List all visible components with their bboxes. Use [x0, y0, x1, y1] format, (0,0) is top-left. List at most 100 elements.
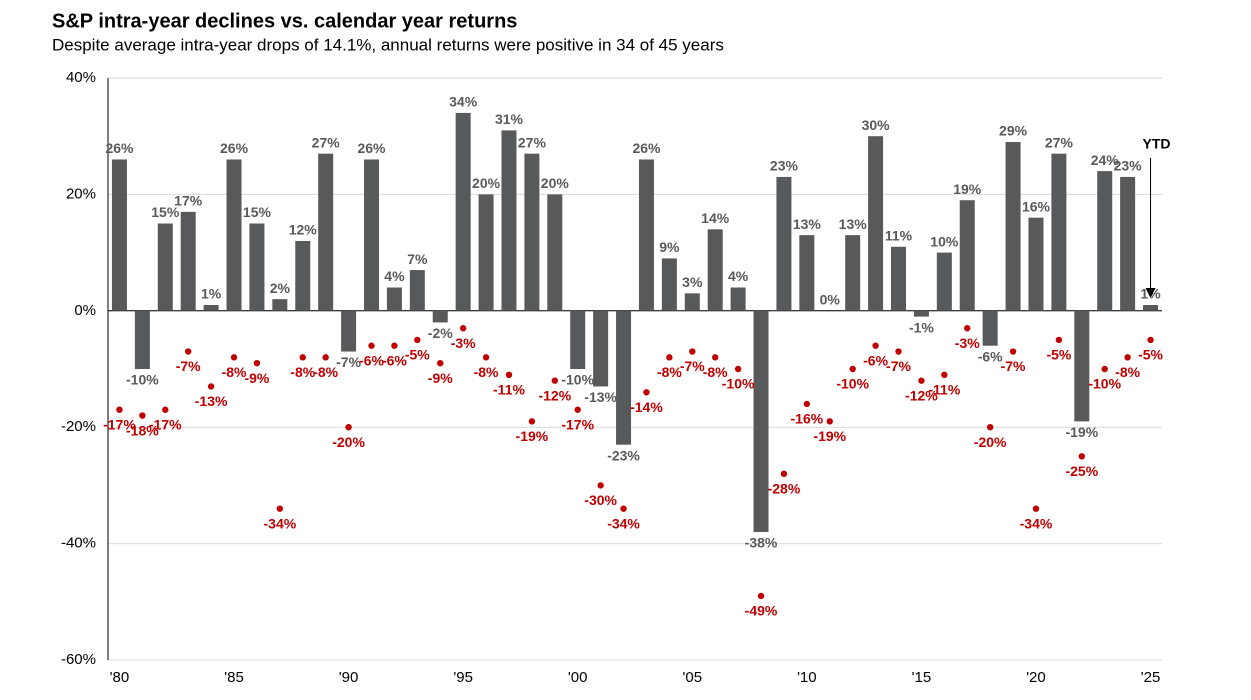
y-tick-label: -20% — [61, 418, 96, 435]
bar — [157, 223, 173, 311]
bar-label: 7% — [407, 251, 428, 267]
decline-dot — [322, 354, 329, 361]
bar — [570, 310, 586, 369]
bar-label: 4% — [384, 268, 405, 284]
bar — [1097, 171, 1113, 311]
decline-label: -10% — [1088, 376, 1121, 392]
decline-label: -49% — [745, 603, 778, 619]
bar — [341, 310, 357, 352]
bar — [661, 258, 677, 311]
annotation: YTD — [1143, 136, 1171, 152]
bar-label: -19% — [1065, 424, 1098, 440]
decline-dot — [1101, 365, 1108, 373]
x-tick-label: '10 — [797, 669, 817, 686]
decline-label: -34% — [1020, 515, 1053, 531]
decline-label: -7% — [176, 358, 201, 374]
decline-dot — [941, 371, 948, 379]
decline-dot — [482, 354, 490, 361]
decline-label: -8% — [1115, 364, 1140, 380]
decline-dot — [414, 336, 421, 344]
bar — [776, 176, 792, 311]
decline-dot — [1032, 505, 1040, 512]
bar-label: 20% — [541, 175, 570, 191]
bar — [1005, 142, 1021, 311]
bar-label: 13% — [839, 216, 868, 232]
bar-label: 17% — [174, 193, 203, 209]
bar-label: 15% — [151, 204, 180, 220]
decline-dot — [964, 325, 971, 332]
y-tick-label: -60% — [61, 651, 96, 668]
decline-dot — [574, 406, 581, 413]
decline-dot — [505, 371, 513, 379]
bar-label: 34% — [449, 94, 478, 110]
decline-label: -5% — [1138, 347, 1163, 363]
decline-label: -25% — [1065, 463, 1098, 479]
decline-dot — [803, 400, 811, 408]
bar-label: -2% — [428, 325, 453, 341]
bar — [1143, 304, 1159, 311]
bar — [684, 293, 700, 311]
decline-dot — [207, 383, 215, 390]
decline-label: -5% — [405, 347, 430, 363]
decline-dot — [345, 424, 352, 431]
bar-label: 1% — [201, 286, 222, 302]
decline-label: -8% — [657, 364, 682, 380]
bar-label: 9% — [659, 239, 680, 255]
bar — [364, 159, 379, 311]
bar-label: 14% — [701, 210, 730, 226]
bar-label: 26% — [632, 140, 661, 156]
decline-dot — [666, 354, 673, 361]
decline-label: -17% — [149, 416, 182, 432]
bar — [616, 310, 632, 445]
decline-dot — [849, 365, 856, 373]
decline-label: -20% — [974, 434, 1007, 450]
chart-subtitle: Despite average intra-year drops of 14.1… — [52, 35, 724, 54]
bar-label: -13% — [584, 389, 617, 405]
bar-label: 15% — [243, 204, 272, 220]
decline-label: -14% — [630, 399, 663, 415]
bar — [638, 159, 654, 311]
bar — [936, 252, 952, 311]
bar-label: 0% — [820, 292, 841, 308]
bar — [959, 200, 975, 311]
bar-label: -23% — [607, 447, 640, 463]
decline-dot — [1055, 336, 1063, 344]
bar — [455, 112, 471, 311]
bar — [432, 310, 448, 323]
bar-label: 26% — [357, 140, 386, 156]
x-tick-label: '15 — [912, 669, 932, 686]
bar — [1051, 153, 1067, 311]
bar — [753, 310, 769, 532]
decline-label: -7% — [1001, 358, 1026, 374]
x-tick-label: '20 — [1026, 669, 1046, 686]
bar-label: 27% — [518, 134, 547, 150]
decline-dot — [391, 342, 398, 349]
bar — [295, 240, 311, 311]
annotation-arrowhead — [1145, 288, 1156, 298]
bar — [799, 235, 815, 311]
bar-label: 23% — [1114, 158, 1143, 174]
bar — [868, 136, 884, 311]
bar — [913, 310, 929, 317]
decline-label: -8% — [313, 364, 338, 380]
decline-dot — [459, 325, 467, 332]
x-tick-label: '85 — [224, 669, 244, 686]
bar-label: -6% — [978, 348, 1003, 364]
x-tick-label: '80 — [110, 669, 130, 686]
bar — [593, 310, 609, 387]
decline-dot — [368, 342, 375, 349]
decline-label: -34% — [264, 515, 297, 531]
decline-label: -8% — [474, 364, 499, 380]
decline-dot — [620, 505, 627, 512]
decline-label: -6% — [382, 352, 407, 368]
decline-dot — [918, 377, 925, 384]
x-tick-label: '25 — [1141, 669, 1161, 686]
bar-label: 2% — [270, 280, 291, 296]
bar — [180, 211, 196, 311]
decline-label: -8% — [290, 364, 315, 380]
decline-dot — [184, 348, 192, 355]
bar — [982, 310, 998, 346]
decline-dot — [253, 359, 261, 367]
decline-label: -11% — [928, 382, 960, 398]
bar — [134, 310, 150, 369]
